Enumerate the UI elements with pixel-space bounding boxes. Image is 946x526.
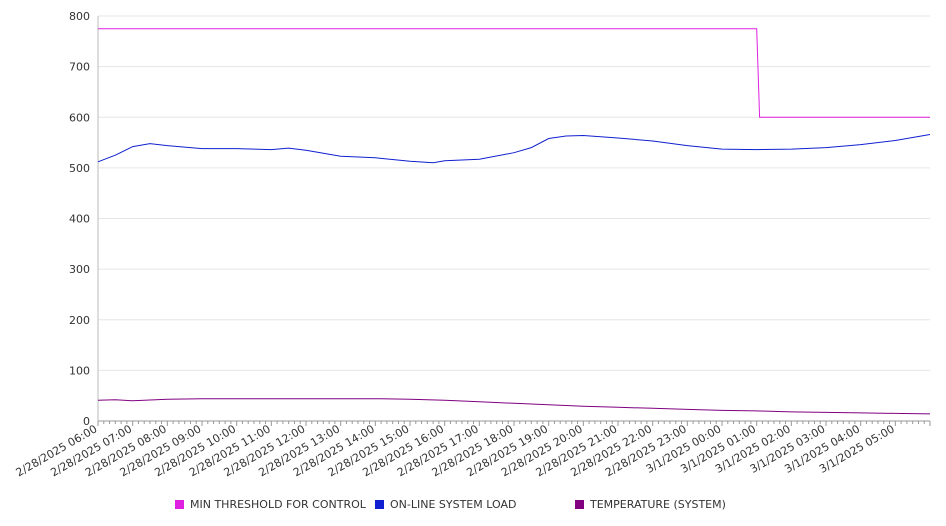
- series-lines: [97, 28, 931, 415]
- y-tick-label: 200: [69, 314, 90, 327]
- y-axis-ticks: 0 100 200 300 400 500 600 700 800: [69, 10, 90, 428]
- legend-item-min-threshold[interactable]: MIN THRESHOLD FOR CONTROL: [175, 498, 366, 511]
- legend: MIN THRESHOLD FOR CONTROL ON-LINE SYSTEM…: [0, 498, 946, 514]
- series-line-0: [98, 28, 930, 118]
- grid-lines: [98, 15, 930, 371]
- x-axis-ticks: 2/28/2025 06:002/28/2025 07:002/28/2025 …: [14, 422, 897, 479]
- legend-item-temperature[interactable]: TEMPERATURE (SYSTEM): [575, 498, 726, 511]
- series-line-2: [97, 398, 931, 415]
- y-tick-label: 100: [69, 364, 90, 377]
- series-line-1: [97, 134, 931, 164]
- legend-swatch-system-load: [375, 500, 384, 509]
- y-tick-label: 400: [69, 213, 90, 226]
- y-tick-label: 0: [83, 415, 90, 428]
- y-tick-label: 500: [69, 162, 90, 175]
- legend-swatch-min-threshold: [175, 500, 184, 509]
- legend-label-min-threshold: MIN THRESHOLD FOR CONTROL: [190, 498, 366, 511]
- y-tick-label: 800: [69, 10, 90, 23]
- legend-label-system-load: ON-LINE SYSTEM LOAD: [390, 498, 517, 511]
- legend-label-temperature: TEMPERATURE (SYSTEM): [590, 498, 726, 511]
- legend-swatch-temperature: [575, 500, 584, 509]
- legend-item-system-load[interactable]: ON-LINE SYSTEM LOAD: [375, 498, 516, 511]
- y-tick-label: 700: [69, 61, 90, 74]
- y-tick-label: 300: [69, 263, 90, 276]
- axes: [97, 16, 931, 426]
- y-tick-label: 600: [69, 111, 90, 124]
